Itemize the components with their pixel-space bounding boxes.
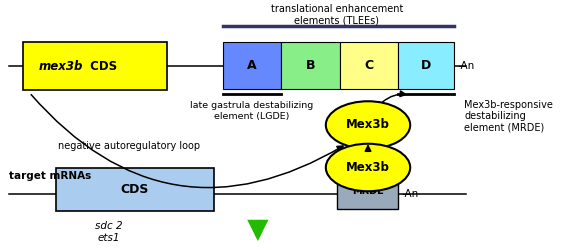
Ellipse shape bbox=[326, 101, 410, 149]
FancyBboxPatch shape bbox=[281, 42, 340, 89]
FancyBboxPatch shape bbox=[398, 42, 454, 89]
Text: MRDE: MRDE bbox=[352, 186, 384, 196]
Text: A: A bbox=[247, 59, 257, 72]
Text: sdc 2
ets1: sdc 2 ets1 bbox=[94, 221, 122, 243]
FancyBboxPatch shape bbox=[223, 42, 281, 89]
Text: late gastrula destabilizing
element (LGDE): late gastrula destabilizing element (LGD… bbox=[190, 101, 314, 121]
Text: B: B bbox=[306, 59, 315, 72]
FancyBboxPatch shape bbox=[56, 168, 214, 211]
Text: target mRNAs: target mRNAs bbox=[9, 171, 91, 181]
Text: mex3b: mex3b bbox=[39, 60, 84, 73]
Text: negative autoregulatory loop: negative autoregulatory loop bbox=[58, 141, 200, 151]
FancyBboxPatch shape bbox=[340, 42, 398, 89]
Text: C: C bbox=[364, 59, 374, 72]
Text: Mex3b: Mex3b bbox=[346, 161, 390, 174]
Text: translational enhancement
elements (TLEEs): translational enhancement elements (TLEE… bbox=[271, 4, 403, 25]
Text: D: D bbox=[421, 59, 431, 72]
FancyBboxPatch shape bbox=[337, 174, 398, 209]
Text: CDS: CDS bbox=[87, 60, 118, 73]
Text: Mex3b: Mex3b bbox=[346, 118, 390, 132]
Text: CDS: CDS bbox=[121, 183, 149, 196]
FancyBboxPatch shape bbox=[23, 42, 167, 90]
Text: Mex3b-responsive
destabilizing
element (MRDE): Mex3b-responsive destabilizing element (… bbox=[464, 100, 553, 133]
Text: -An: -An bbox=[401, 189, 418, 199]
Ellipse shape bbox=[326, 144, 410, 191]
Text: -An: -An bbox=[457, 61, 474, 71]
